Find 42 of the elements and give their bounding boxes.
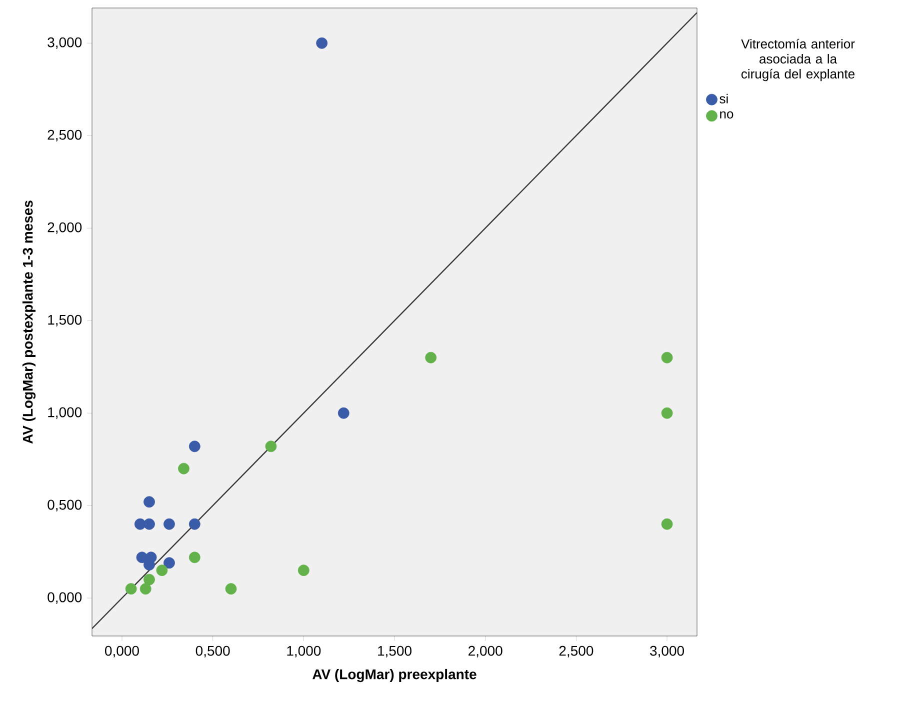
y-tick-label: 2,000 xyxy=(48,222,82,234)
point xyxy=(140,583,152,595)
point xyxy=(144,496,155,508)
point xyxy=(156,564,168,576)
x-tick-label: 0,500 xyxy=(196,646,230,658)
point xyxy=(298,564,310,576)
x-tick-label: 0,000 xyxy=(105,646,139,658)
point xyxy=(164,557,175,569)
point xyxy=(265,440,277,452)
point xyxy=(425,352,437,364)
y-tick-label: 0,500 xyxy=(48,500,82,512)
point xyxy=(338,407,350,419)
legend-label: no xyxy=(720,111,734,118)
x-tick-label: 2,000 xyxy=(468,646,502,658)
point xyxy=(144,559,155,570)
point xyxy=(144,574,155,586)
point xyxy=(661,518,673,530)
point xyxy=(225,583,237,595)
point xyxy=(125,583,137,595)
point xyxy=(164,518,175,530)
legend-title: Vitrectomía anterior asociada a la cirugía del explante xyxy=(741,38,855,82)
x-tick-label: 1,000 xyxy=(287,646,321,658)
y-tick-label: 3,000 xyxy=(48,37,82,49)
x-axis-title: AV (LogMar) preexplante xyxy=(312,668,476,682)
point xyxy=(188,440,200,452)
y-tick-label: 1,000 xyxy=(48,407,82,419)
legend-label: si xyxy=(720,94,728,104)
y-tick-label: 2,500 xyxy=(48,130,82,142)
y-axis-title: AV (LogMar) postexplante 1-3 meses xyxy=(22,200,36,444)
point xyxy=(661,407,673,419)
point xyxy=(661,352,673,364)
y-tick-label: 0,000 xyxy=(48,592,82,604)
point xyxy=(188,518,200,530)
x-tick-label: 2,500 xyxy=(559,646,594,658)
point xyxy=(134,518,146,530)
x-tick-label: 3,000 xyxy=(650,646,684,658)
point xyxy=(144,518,155,530)
point xyxy=(188,552,200,564)
y-tick-label: 1,500 xyxy=(48,314,82,326)
point xyxy=(178,462,190,474)
x-tick-label: 1,500 xyxy=(378,646,412,658)
point xyxy=(316,37,328,49)
